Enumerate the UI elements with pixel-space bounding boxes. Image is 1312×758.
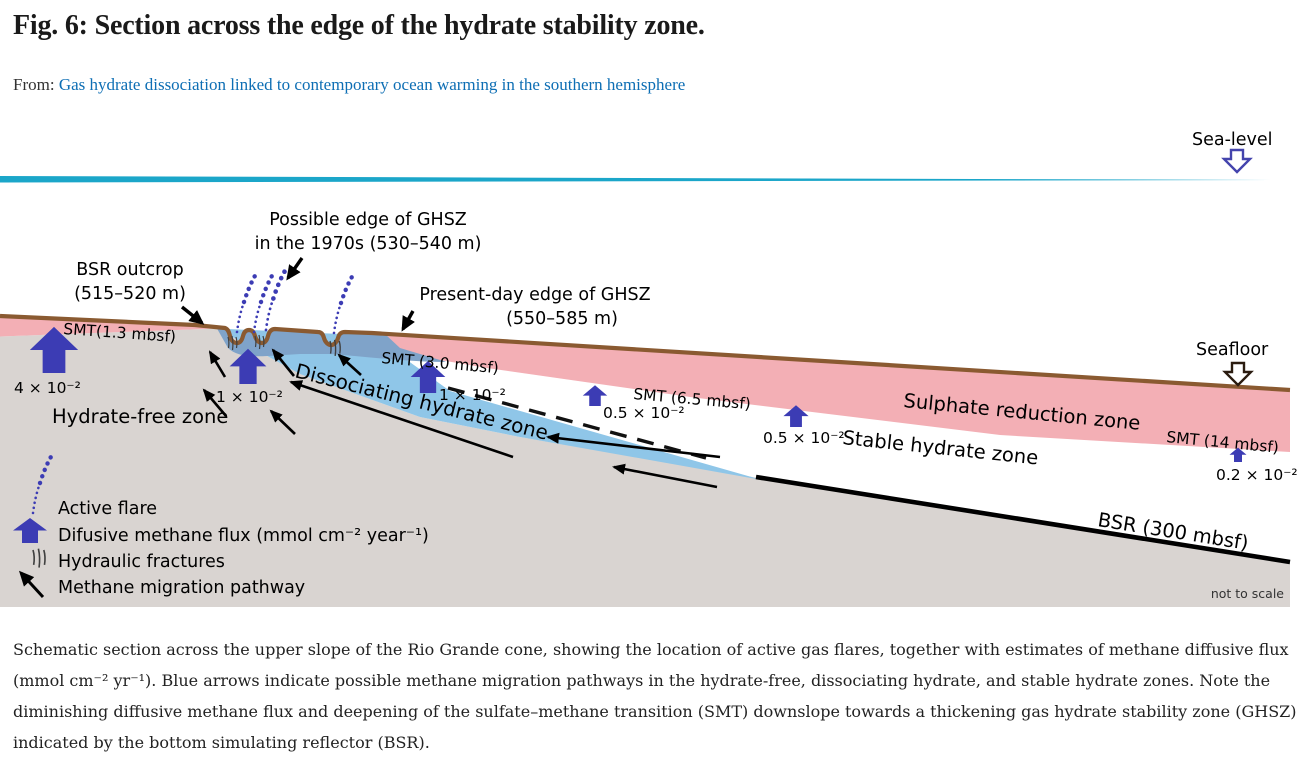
figure-title: Fig. 6: Section across the edge of the h…	[13, 10, 705, 41]
gas-flare-icon	[237, 274, 256, 332]
gas-flares	[237, 269, 353, 333]
section-diagram: 4 × 10⁻² 1 × 10⁻² 1 × 10⁻² 0.5 × 10⁻² 0.…	[0, 130, 1298, 607]
flux-value: 1 × 10⁻²	[216, 388, 283, 406]
migration-arrow	[269, 409, 296, 435]
source-line: From: Gas hydrate dissociation linked to…	[13, 75, 685, 95]
migration-arrow	[208, 350, 227, 378]
annotation-arrows	[180, 257, 415, 332]
hydrate-free-zone-label: Hydrate-free zone	[52, 405, 228, 428]
flux-value: 4 × 10⁻²	[14, 379, 81, 397]
from-label: From:	[13, 75, 59, 94]
gas-flare-icon	[334, 275, 353, 333]
legend-diffusive-flux: Difusive methane flux (mmol cm⁻² year⁻¹)	[58, 526, 429, 546]
flux-value: 0.5 × 10⁻²	[763, 429, 845, 447]
seafloor-arrow-icon	[1223, 361, 1253, 387]
gas-flare-icon	[254, 274, 273, 332]
flux-arrow-icon	[582, 385, 608, 406]
legend-migration-arrow-icon	[18, 570, 45, 599]
flux-value: 0.5 × 10⁻²	[603, 404, 685, 422]
ghsz-1970s-depth: in the 1970s (530–540 m)	[255, 234, 482, 254]
legend: Active flare Difusive methane flux (mmol…	[13, 455, 429, 599]
flux-value: 0.2 × 10⁻²	[1216, 466, 1298, 484]
bsr-outcrop-label: BSR outcrop	[76, 260, 183, 280]
bsr-outcrop-depth: (515–520 m)	[74, 284, 186, 304]
migration-arrow	[289, 380, 514, 459]
sulphate-zone-band	[385, 334, 1290, 452]
gas-flare-icon	[266, 269, 286, 330]
migration-arrow	[337, 353, 362, 376]
migration-arrow	[202, 388, 227, 417]
sea-level-label: Sea-level	[1192, 130, 1273, 150]
ghsz-present-pointer	[401, 310, 415, 332]
ghsz-present-depth: (550–585 m)	[506, 309, 618, 329]
figure-caption: Schematic section across the upper slope…	[13, 640, 1297, 752]
sediment-body	[0, 328, 1290, 607]
migration-arrow	[546, 432, 721, 459]
migration-arrows	[202, 348, 721, 489]
bsr-line	[755, 474, 1291, 565]
migration-arrow	[271, 348, 296, 377]
ghsz-present-label: Present-day edge of GHSZ	[419, 285, 650, 305]
legend-hydraulic-fractures: Hydraulic fractures	[58, 552, 225, 572]
source-article-link[interactable]: Gas hydrate dissociation linked to conte…	[58, 75, 686, 94]
ghsz-1970s-pointer	[286, 257, 304, 281]
sea-level-line	[0, 176, 1288, 183]
migration-arrow	[612, 463, 718, 489]
bsr-outcrop-pointer	[180, 305, 205, 325]
scale-note: not to scale	[1211, 586, 1284, 601]
flux-value: 1 × 10⁻²	[439, 386, 506, 404]
legend-migration-pathway: Methane migration pathway	[58, 578, 305, 598]
sea-level-arrow-icon	[1222, 148, 1252, 174]
seafloor-label: Seafloor	[1196, 340, 1269, 360]
legend-active-flare: Active flare	[58, 499, 157, 519]
ghsz-dashed-boundary	[447, 386, 707, 460]
ghsz-1970s-label: Possible edge of GHSZ	[269, 210, 467, 230]
